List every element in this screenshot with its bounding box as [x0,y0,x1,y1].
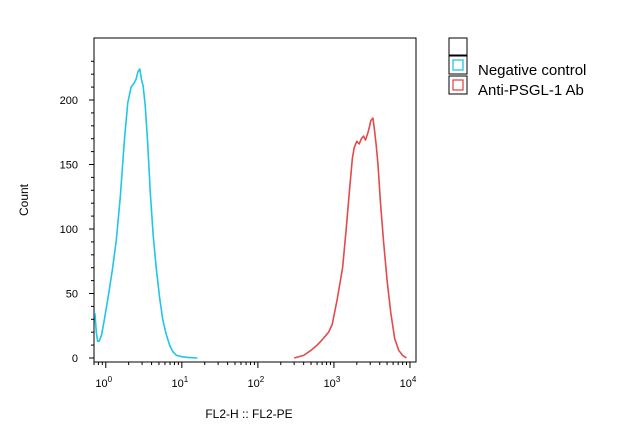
x-tick-label-exponent: 2 [260,375,265,384]
plot-frame [93,37,417,363]
legend: Negative control Anti-PSGL-1 Ab [448,37,586,99]
y-tick-label-200: 200 [60,95,78,107]
x-tick-label-10: 101 [171,375,188,390]
x-tick-label-10000: 104 [400,375,417,390]
x-tick-label-1: 100 [95,375,112,390]
x-tick-label-exponent: 3 [336,375,341,384]
series-layer [94,68,407,359]
x-tick-label-exponent: 0 [108,375,113,384]
y-tick-label-150: 150 [60,160,78,172]
x-tick-label-1000: 103 [324,375,341,390]
y-axis-title: Count [17,183,31,216]
x-tick-label-exponent: 4 [412,375,417,384]
legend-swatch-negative-control [452,59,464,71]
y-tick-label-100: 100 [60,224,78,236]
legend-swatch-anti-psgl-1-ab [452,79,464,91]
legend-label-negative-control: Negative control [478,62,586,79]
x-axis: 100 101 102 103 104 [93,362,417,390]
x-tick-label-100: 102 [248,375,265,390]
y-tick-label-0: 0 [72,353,78,365]
y-tick-label-50: 50 [66,289,78,301]
x-tick-label-base: 10 [324,378,336,390]
x-tick-label-base: 10 [248,378,260,390]
y-axis: 0 50 100 150 200 [60,60,94,365]
x-axis-title: FL2-H :: FL2-PE [205,407,292,421]
x-tick-label-base: 10 [400,378,412,390]
series-line-anti-psgl-1-ab [293,117,407,359]
legend-header-swatch [448,37,468,56]
legend-label-anti-psgl-1-ab: Anti-PSGL-1 Ab [478,82,584,99]
x-tick-label-base: 10 [95,378,107,390]
series-line-negative-control [94,68,198,359]
x-tick-label-base: 10 [171,378,183,390]
x-tick-label-exponent: 1 [184,375,189,384]
